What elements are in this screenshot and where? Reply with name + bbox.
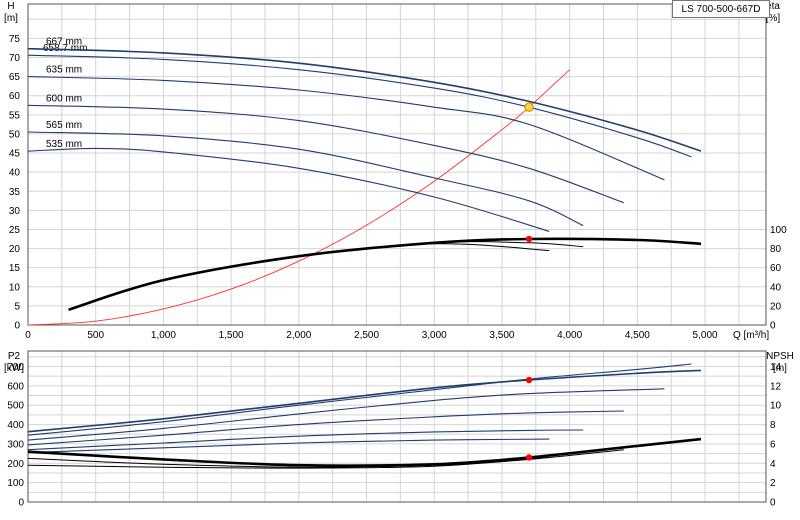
curve-label: 667 mm: [46, 37, 82, 48]
x-tick-label: 3,000: [422, 330, 447, 341]
power-curve: [27, 369, 702, 433]
y-tick-label-left-bottom: 600: [7, 381, 24, 392]
y-tick-label-right: 20: [770, 301, 782, 312]
y-tick-label-left-bottom: 500: [7, 401, 24, 412]
y-tick-label-left: 50: [9, 129, 21, 140]
x-tick-label: 5,000: [693, 330, 718, 341]
y-tick-label-left: 0: [14, 321, 20, 332]
y-tick-label-right-bottom: 10: [770, 401, 782, 412]
curve-label: 658.7 mm: [43, 43, 87, 54]
y-tick-label-left: 35: [9, 187, 21, 198]
system-curve: [27, 69, 571, 326]
y-tick-label-left: 20: [9, 244, 21, 255]
npsh-curve: [27, 437, 702, 467]
power-curve: [27, 363, 692, 436]
curve-label: 565 mm: [46, 120, 82, 131]
y-axis-unit-left: [m]: [4, 13, 18, 24]
y-tick-label-right: 80: [770, 244, 782, 255]
npsh-curve: [27, 457, 550, 469]
y-tick-label-left-bottom: 200: [7, 459, 24, 470]
y-tick-label-left-bottom: 700: [7, 362, 24, 373]
y-tick-label-left: 55: [9, 110, 21, 121]
y-axis-label-right-bottom: NPSH: [766, 351, 794, 362]
x-tick-label: 2,500: [354, 330, 379, 341]
plot-frame-top: [27, 3, 767, 326]
y-tick-label-left: 75: [9, 34, 21, 45]
y-tick-label-left: 65: [9, 72, 21, 83]
y-tick-label-left: 25: [9, 225, 21, 236]
head-curve: [27, 104, 624, 204]
head-curve: [27, 131, 584, 227]
y-tick-label-right: 0: [770, 321, 776, 332]
y-tick-label-left: 40: [9, 168, 21, 179]
operating-point-npsh: [525, 454, 533, 461]
head-curve: [27, 54, 692, 158]
y-tick-label-right: 100: [770, 225, 787, 236]
y-tick-label-left: 15: [9, 263, 21, 274]
head-curve: [27, 147, 550, 232]
x-tick-label: 1,000: [151, 330, 176, 341]
x-tick-label: 2,000: [286, 330, 311, 341]
y-tick-label-right-bottom: 2: [770, 478, 776, 489]
y-tick-label-left: 10: [9, 282, 21, 293]
curve-label: 535 mm: [46, 139, 82, 150]
y-axis-unit-right: [%]: [766, 13, 781, 24]
y-tick-label-right-bottom: 6: [770, 439, 776, 450]
y-axis-label-left-bottom: P2: [8, 351, 21, 362]
x-axis-label: Q [m³/h]: [733, 330, 769, 341]
y-tick-label-left-bottom: 300: [7, 439, 24, 450]
power-curve: [27, 438, 550, 454]
power-curve: [27, 429, 584, 451]
chart-title-box: LS 700-500-667D: [672, 0, 770, 18]
y-tick-label-left: 45: [9, 149, 21, 160]
operating-point-eta: [525, 235, 533, 243]
head-curve: [27, 76, 665, 181]
y-tick-label-left-bottom: 100: [7, 478, 24, 489]
head-curve: [27, 47, 702, 152]
y-tick-label-left-bottom: 0: [18, 498, 24, 509]
operating-point-head: [524, 102, 534, 112]
power-curve: [27, 410, 624, 446]
y-tick-label-left: 5: [14, 301, 20, 312]
plot-frame-bottom: [27, 350, 767, 503]
x-tick-label: 4,000: [557, 330, 582, 341]
y-tick-label-left: 30: [9, 206, 21, 217]
power-curve: [27, 388, 665, 441]
operating-point-power: [525, 376, 533, 384]
x-tick-label: 4,500: [625, 330, 650, 341]
y-tick-label-right-bottom: 8: [770, 420, 776, 431]
y-tick-label-right-bottom: 4: [770, 459, 776, 470]
curve-label: 600 mm: [46, 93, 82, 104]
y-axis-unit-left-bottom: [kW]: [4, 363, 24, 374]
y-tick-label-left: 70: [9, 53, 21, 64]
y-tick-label-right-bottom: 14: [770, 362, 782, 373]
curve-label: 635 mm: [46, 65, 82, 76]
y-tick-label-right-bottom: 0: [770, 498, 776, 509]
x-tick-label: 1,500: [219, 330, 244, 341]
y-axis-label-left: H: [7, 1, 14, 12]
y-tick-label-right: 40: [770, 282, 782, 293]
y-tick-label-right-bottom: 12: [770, 381, 782, 392]
y-tick-label-right: 60: [770, 263, 782, 274]
x-tick-label: 0: [25, 330, 31, 341]
y-axis-unit-right-bottom: [m]: [773, 363, 787, 374]
y-axis-label-right: eta: [766, 1, 780, 12]
x-tick-label: 500: [87, 330, 104, 341]
eta-curve: [68, 243, 550, 311]
y-tick-label-left-bottom: 400: [7, 420, 24, 431]
y-tick-label-left: 60: [9, 91, 21, 102]
x-tick-label: 3,500: [489, 330, 514, 341]
